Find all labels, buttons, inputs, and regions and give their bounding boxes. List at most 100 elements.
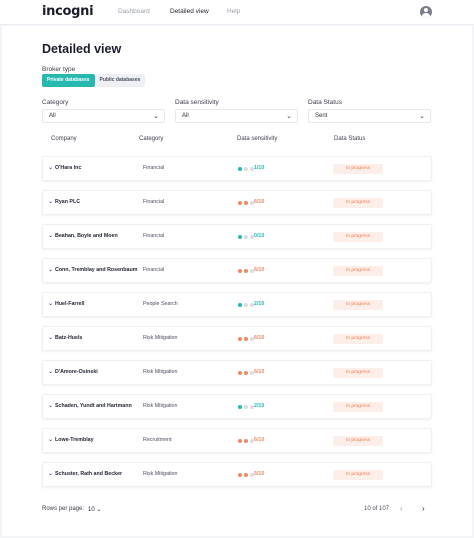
chevron-down-icon: ⌄ xyxy=(96,507,102,513)
user-avatar-icon[interactable] xyxy=(420,6,432,18)
sensitivity-dot xyxy=(250,405,254,409)
sensitivity-score: 1/10 xyxy=(254,165,265,171)
sensitivity-dot xyxy=(238,405,242,409)
sensitivity-dot xyxy=(250,235,254,239)
sensitivity-dots xyxy=(238,235,254,239)
chevron-left-icon[interactable]: ‹ xyxy=(400,504,403,513)
sensitivity-dot xyxy=(244,371,248,375)
table-row[interactable]: ⌄ Huel-Farrell People Search 2/10 In progres… xyxy=(42,292,432,317)
category-cell: Risk Mitigation xyxy=(143,335,178,341)
category-cell: Financial xyxy=(143,233,165,239)
rows-per-page-select[interactable]: 10 ⌄ xyxy=(88,506,101,513)
category-cell: People Search xyxy=(143,301,178,307)
category-cell: Risk Mitigation xyxy=(143,403,178,409)
sensitivity-dot xyxy=(244,439,248,443)
sensitivity-dot xyxy=(238,303,242,307)
sensitivity-score: 2/10 xyxy=(254,403,265,409)
status-badge: In progress xyxy=(333,402,383,412)
sensitivity-score: 6/10 xyxy=(254,369,265,375)
table-row[interactable]: ⌄ Conn, Tremblay and Rosenbaum Financial 6/… xyxy=(42,258,432,283)
main-content: Detailed view Broker type Private databa… xyxy=(2,26,472,536)
chevron-down-icon[interactable]: ⌄ xyxy=(48,437,54,443)
status-badge: In progress xyxy=(333,436,383,446)
column-header-category[interactable]: Category xyxy=(139,136,164,142)
status-select-value: Sent xyxy=(315,113,328,119)
sensitivity-dots xyxy=(238,473,254,477)
sensitivity-dot xyxy=(244,405,248,409)
table-row[interactable]: ⌄ Ryan PLC Financial 6/10 In progress xyxy=(42,190,432,215)
table-row[interactable]: ⌄ Batz-Huels Risk Mitigation 6/10 In progres… xyxy=(42,326,432,351)
company-name: Beahan, Boyle and Moen xyxy=(55,233,118,239)
sensitivity-dot xyxy=(238,337,242,341)
sensitivity-score: 6/10 xyxy=(254,335,265,341)
sensitivity-dot xyxy=(238,201,242,205)
private-databases-button[interactable]: Private databases xyxy=(42,74,95,87)
chevron-down-icon[interactable]: ⌄ xyxy=(48,199,54,205)
sensitivity-score: 6/10 xyxy=(254,199,265,205)
sensitivity-dots xyxy=(238,167,254,171)
table-row[interactable]: ⌄ D'Amore-Osinski Risk Mitigation 6/10 In pr… xyxy=(42,360,432,385)
column-header-company[interactable]: Company xyxy=(51,136,77,142)
chevron-down-icon[interactable]: ⌄ xyxy=(48,335,54,341)
category-cell: Financial xyxy=(143,199,165,205)
sensitivity-score: 0/10 xyxy=(254,233,265,239)
chevron-down-icon[interactable]: ⌄ xyxy=(48,471,54,477)
sensitivity-dot xyxy=(238,371,242,375)
sensitivity-dot xyxy=(250,269,254,273)
status-badge: In progress xyxy=(333,232,383,242)
chevron-down-icon: ⌄ xyxy=(286,113,292,120)
category-cell: Financial xyxy=(143,267,165,273)
chevron-down-icon: ⌄ xyxy=(153,113,159,120)
broker-type-label: Broker type xyxy=(42,66,76,73)
status-filter-label: Data Status xyxy=(308,99,342,106)
category-select[interactable]: All ⌄ xyxy=(42,109,165,123)
sensitivity-filter-label: Data sensitivity xyxy=(175,99,219,106)
chevron-down-icon[interactable]: ⌄ xyxy=(48,233,54,239)
category-cell: Risk Mitigation xyxy=(143,369,178,375)
sensitivity-dot xyxy=(244,201,248,205)
public-databases-button[interactable]: Public databases xyxy=(94,74,146,87)
status-select[interactable]: Sent ⌄ xyxy=(308,109,431,123)
table-row[interactable]: ⌄ O'Hara Inc Financial 1/10 In progress xyxy=(42,156,432,181)
sensitivity-dot xyxy=(244,167,248,171)
sensitivity-score: 2/10 xyxy=(254,301,265,307)
table-row[interactable]: ⌄ Schuster, Rath and Becker Risk Mitigatio… xyxy=(42,462,432,487)
chevron-down-icon[interactable]: ⌄ xyxy=(48,301,54,307)
sensitivity-dot xyxy=(244,473,248,477)
table-row[interactable]: ⌄ Beahan, Boyle and Moen Financial 0/10 In p… xyxy=(42,224,432,249)
sensitivity-dot xyxy=(250,439,254,443)
sensitivity-dot xyxy=(250,371,254,375)
chevron-down-icon[interactable]: ⌄ xyxy=(48,165,54,171)
company-name: Ryan PLC xyxy=(55,199,81,205)
company-name: Conn, Tremblay and Rosenbaum xyxy=(55,267,138,273)
column-header-status[interactable]: Data Status xyxy=(334,136,366,142)
incogni-logo[interactable]: incogni xyxy=(42,4,94,19)
nav-detailed-view[interactable]: Detailed view xyxy=(170,8,209,15)
chevron-right-icon[interactable]: › xyxy=(422,504,425,513)
table-row[interactable]: ⌄ Schaden, Yundt and Hartmann Risk Mitigat… xyxy=(42,394,432,419)
status-badge: In progress xyxy=(333,300,383,310)
sensitivity-dot xyxy=(244,303,248,307)
status-badge: In progress xyxy=(333,470,383,480)
column-header-sensitivity[interactable]: Data sensitivity xyxy=(237,136,278,142)
page-title: Detailed view xyxy=(42,42,122,56)
sensitivity-dot xyxy=(244,337,248,341)
sensitivity-dots xyxy=(238,405,254,409)
top-navigation: incogni Dashboard Detailed view Help xyxy=(0,0,474,25)
nav-dashboard[interactable]: Dashboard xyxy=(118,8,150,15)
status-badge: In progress xyxy=(333,334,383,344)
status-badge: In progress xyxy=(333,164,383,174)
sensitivity-select[interactable]: All ⌄ xyxy=(175,109,298,123)
sensitivity-dots xyxy=(238,303,254,307)
chevron-down-icon[interactable]: ⌄ xyxy=(48,369,54,375)
sensitivity-dots xyxy=(238,371,254,375)
chevron-down-icon[interactable]: ⌄ xyxy=(48,403,54,409)
sensitivity-dot xyxy=(238,167,242,171)
status-badge: In progress xyxy=(333,198,383,208)
table-row[interactable]: ⌄ Lowe-Tremblay Recruitment 6/10 In progress xyxy=(42,428,432,453)
company-name: O'Hara Inc xyxy=(55,165,82,171)
nav-help[interactable]: Help xyxy=(227,8,241,15)
sensitivity-dot xyxy=(244,235,248,239)
chevron-down-icon[interactable]: ⌄ xyxy=(48,267,54,273)
sensitivity-dots xyxy=(238,337,254,341)
